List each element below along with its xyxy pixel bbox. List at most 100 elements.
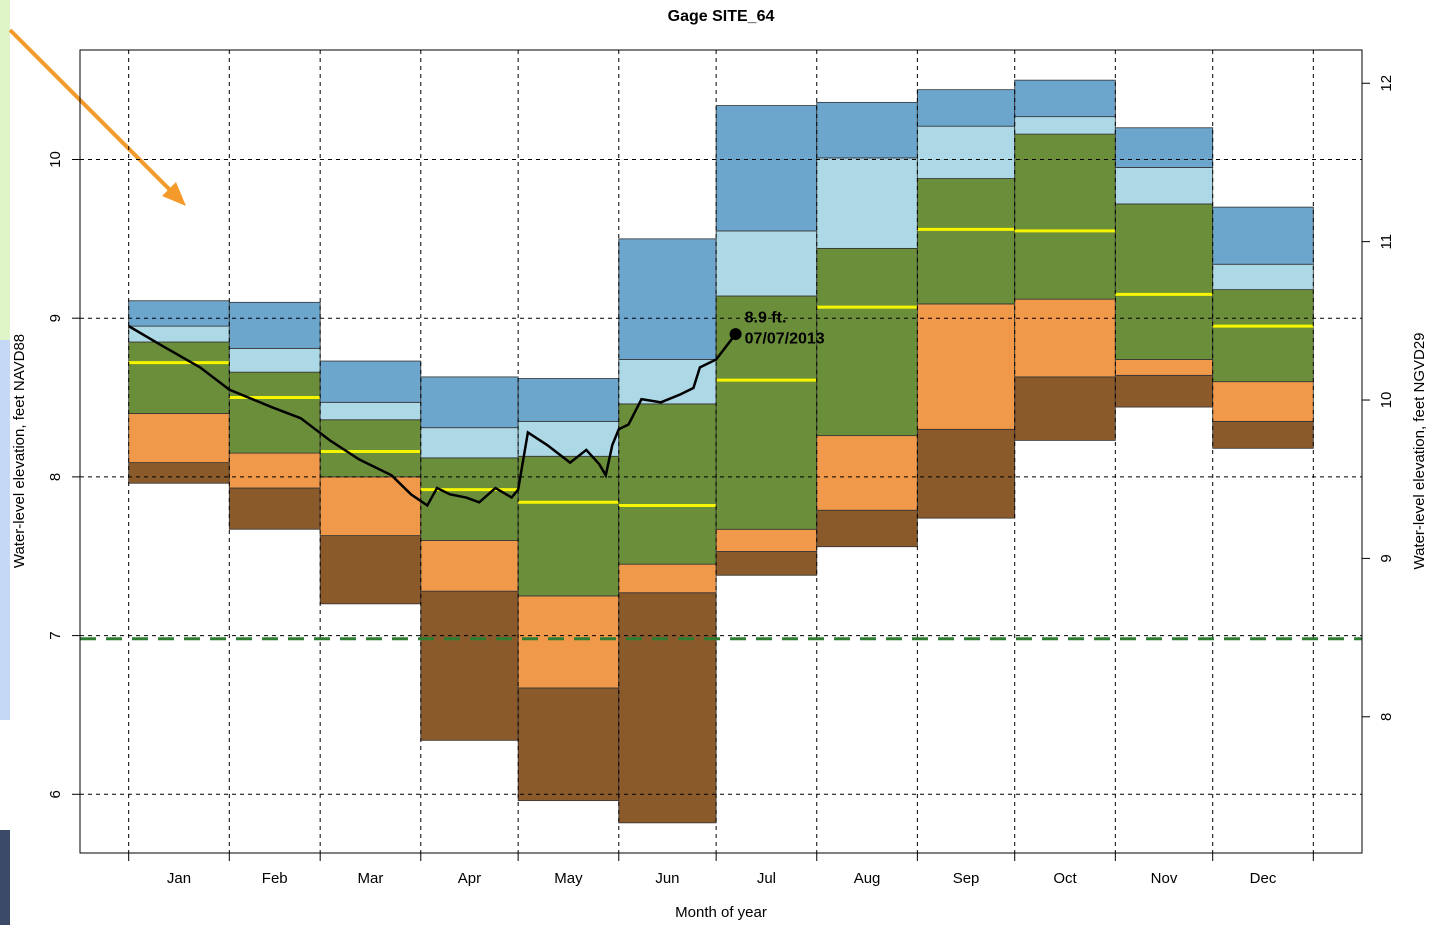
percentile-band [517,595,620,689]
percentile-band [1114,359,1214,376]
y2-axis-label: Water-level elevation, feet NGVD29 [1411,332,1428,569]
y-tick-label: 7 [47,631,64,639]
percentile-band [1114,127,1214,168]
percentile-band [916,178,1016,230]
x-tick-label: Aug [854,870,881,887]
percentile-band [128,462,230,484]
percentile-band [1212,206,1314,265]
percentile-band [517,455,620,503]
percentile-band [1114,374,1214,408]
x-tick-label: Jan [167,870,191,887]
percentile-band [1114,293,1214,360]
percentile-band [517,687,620,802]
y-tick-label: 9 [47,314,64,322]
percentile-band [420,376,519,429]
percentile-band [916,228,1016,305]
percentile-band [816,306,918,437]
percentile-band [128,341,230,364]
chart-title: Gage SITE_64 [668,8,775,25]
percentile-band [715,105,818,232]
y2-tick-label: 8 [1378,713,1395,721]
percentile-band [816,101,918,159]
percentile-band [916,428,1016,519]
water-level-line [128,325,737,508]
latest-point [729,328,742,341]
percentile-band [228,487,321,530]
percentile-band [1014,116,1116,135]
percentile-band [715,551,818,576]
percentile-band [1114,203,1214,295]
percentile-band [1212,325,1314,383]
percentile-band [1212,381,1314,422]
percentile-band [916,89,1016,127]
percentile-band [319,419,422,452]
percentile-band [618,505,717,565]
percentile-band [618,403,717,506]
percentile-band [517,420,620,457]
percentile-band [916,303,1016,430]
x-axis-label: Month of year [675,904,767,921]
y2-tick-label: 12 [1378,75,1395,92]
x-tick-label: Mar [358,870,384,887]
percentile-band [816,435,918,511]
x-tick-label: Oct [1053,870,1077,887]
percentile-band [319,401,422,421]
y-tick-label: 10 [47,151,64,168]
x-tick-label: Apr [458,870,481,887]
percentile-band [1212,420,1314,449]
percentile-band [816,509,918,548]
y2-tick-label: 10 [1378,392,1395,409]
percentile-band [1212,289,1314,327]
percentile-band [1212,263,1314,291]
percentile-band [420,590,519,741]
percentile-band [128,362,230,414]
percentile-band [715,379,818,530]
x-tick-label: Jun [655,870,679,887]
side-image [0,340,10,720]
y2-tick-label: 9 [1378,554,1395,562]
x-tick-label: Feb [262,870,288,887]
arrow-head [162,182,186,206]
percentile-band [715,528,818,552]
percentile-band [228,397,321,454]
percentile-band [420,427,519,459]
annotation: 8.9 ft. [745,309,787,326]
percentile-band [1014,133,1116,232]
percentile-band [1114,167,1214,205]
x-tick-label: Dec [1250,870,1277,887]
annotation: 07/07/2013 [745,330,825,347]
percentile-band [618,563,717,594]
percentile-band [128,413,230,464]
percentile-band [517,378,620,422]
percentile-band [1014,376,1116,441]
percentile-band [715,230,818,297]
y-axis-label: Water-level elevation, feet NAVD88 [11,334,28,568]
percentile-band [228,371,321,398]
percentile-band [1014,230,1116,300]
x-tick-label: Nov [1151,870,1178,887]
percentile-band [228,301,321,349]
x-tick-label: May [554,870,583,887]
percentile-band [228,452,321,489]
percentile-band [816,157,918,249]
percentile-band [618,592,717,824]
percentile-band [1014,79,1116,118]
percentile-band [319,476,422,537]
percentile-band [420,539,519,592]
percentile-band [916,125,1016,179]
percentile-band [420,489,519,541]
percentile-band [128,300,230,327]
y-tick-label: 8 [47,473,64,481]
arrow [8,28,182,202]
percentile-band [618,238,717,360]
percentile-band [816,247,918,308]
y-tick-label: 6 [47,790,64,798]
percentile-band [319,360,422,403]
side-image [0,830,10,925]
percentile-band [420,457,519,490]
plot-frame [79,49,1363,854]
percentile-band [319,535,422,605]
percentile-band [228,347,321,373]
x-tick-label: Jul [757,870,776,887]
